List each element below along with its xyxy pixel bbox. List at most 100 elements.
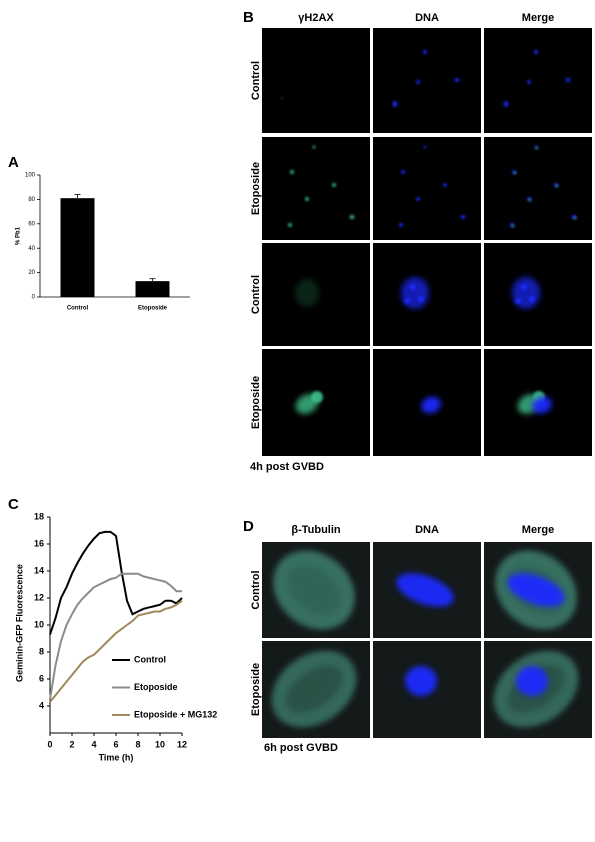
micrograph-signal	[423, 50, 427, 54]
y-tick-label: 10	[34, 619, 44, 629]
caption: 4h post GVBD	[250, 461, 324, 473]
panel-label: A	[8, 154, 19, 171]
x-axis-label: Time (h)	[99, 752, 134, 762]
y-tick-label: 80	[28, 197, 35, 203]
micrograph-signal	[416, 197, 420, 201]
micrograph	[373, 349, 481, 456]
micrograph-signal	[515, 298, 521, 304]
micrograph-signal	[503, 101, 509, 107]
micrograph-signal	[399, 223, 403, 227]
micrograph-signal	[418, 296, 424, 302]
row-label: Control	[250, 570, 262, 609]
bar	[135, 281, 170, 297]
y-axis-label: % Pb1	[16, 226, 22, 245]
micrograph-signal	[513, 171, 517, 175]
x-tick-label: 12	[177, 739, 187, 749]
micrograph-signal	[528, 198, 532, 202]
row-label: Control	[250, 61, 262, 100]
series-line	[49, 572, 182, 700]
x-tick-label: 4	[91, 739, 96, 749]
micrograph-signal	[454, 78, 460, 82]
panel-label: D	[243, 518, 254, 535]
x-tick-label: 10	[155, 739, 165, 749]
bar	[60, 198, 95, 297]
y-axis-label: Geminin-GFP Fluorescence	[14, 564, 24, 682]
micrograph-background	[262, 28, 370, 133]
legend-label: Etoposide + MG132	[134, 709, 217, 719]
micrograph-signal	[534, 50, 538, 54]
micrograph-signal	[311, 391, 323, 403]
micrograph-signal	[555, 184, 559, 188]
row-label: Etoposide	[250, 162, 262, 215]
x-tick-label: 0	[47, 739, 52, 749]
micrograph	[484, 641, 592, 738]
row-label: Control	[250, 275, 262, 314]
y-tick-label: 40	[28, 246, 35, 252]
micrograph-signal	[532, 396, 552, 414]
y-tick-label: 20	[28, 270, 35, 276]
x-tick-label: Control	[67, 306, 89, 312]
micrograph-signal	[421, 396, 441, 414]
micrograph-background	[373, 28, 481, 133]
micrograph-signal	[401, 170, 405, 174]
column-label: Merge	[522, 12, 554, 24]
micrograph-signal	[573, 216, 577, 220]
y-tick-label: 4	[39, 700, 44, 710]
micrograph-background	[262, 137, 370, 240]
y-tick-label: 18	[34, 511, 44, 521]
micrograph	[373, 542, 481, 638]
series-line	[49, 599, 183, 703]
micrograph-background	[484, 28, 592, 133]
row-label: Etoposide	[250, 663, 262, 716]
micrograph-signal	[404, 298, 410, 304]
micrograph-signal	[410, 284, 416, 290]
error-bar	[74, 194, 81, 199]
micrograph	[484, 542, 592, 638]
micrograph-signal	[281, 97, 283, 99]
micrograph-signal	[527, 80, 531, 84]
column-label: Merge	[522, 524, 554, 536]
micrograph-signal	[287, 565, 341, 615]
series-line	[49, 530, 183, 635]
panel-label: C	[8, 496, 19, 513]
micrograph-signal	[565, 78, 571, 82]
micrograph-signal	[521, 284, 527, 290]
micrograph-signal	[285, 665, 343, 713]
x-tick-label: 8	[135, 739, 140, 749]
legend-label: Control	[134, 654, 166, 664]
micrograph-signal	[288, 223, 292, 227]
error-bar	[149, 278, 156, 282]
y-tick-label: 60	[28, 221, 35, 227]
micrograph-signal	[511, 224, 515, 228]
y-tick-label: 14	[34, 565, 44, 575]
micrograph-signal	[305, 197, 309, 201]
micrograph-signal	[416, 80, 420, 84]
micrograph-signal	[332, 183, 336, 187]
micrograph	[262, 137, 370, 240]
caption: 6h post GVBD	[264, 742, 338, 754]
micrograph-signal	[535, 146, 539, 150]
panel-label: B	[243, 9, 254, 26]
x-tick-label: 6	[113, 739, 118, 749]
micrograph-signal	[405, 666, 437, 696]
y-tick-label: 12	[34, 592, 44, 602]
column-label: DNA	[415, 12, 439, 24]
micrograph-signal	[290, 170, 294, 174]
micrograph-signal	[507, 573, 565, 607]
micrograph-signal	[516, 666, 548, 696]
micrograph-signal	[295, 279, 319, 307]
y-tick-label: 16	[34, 538, 44, 548]
micrograph	[262, 243, 370, 346]
y-tick-label: 0	[32, 295, 36, 301]
micrograph-background	[484, 137, 592, 240]
legend-label: Etoposide	[134, 682, 178, 692]
micrograph-background	[373, 137, 481, 240]
micrograph-signal	[396, 573, 454, 607]
micrograph	[262, 542, 370, 638]
micrograph-signal	[349, 215, 355, 219]
x-tick-label: 2	[69, 739, 74, 749]
micrograph-signal	[460, 215, 466, 219]
micrograph	[373, 243, 481, 346]
micrograph	[262, 349, 370, 456]
micrograph	[373, 641, 481, 738]
